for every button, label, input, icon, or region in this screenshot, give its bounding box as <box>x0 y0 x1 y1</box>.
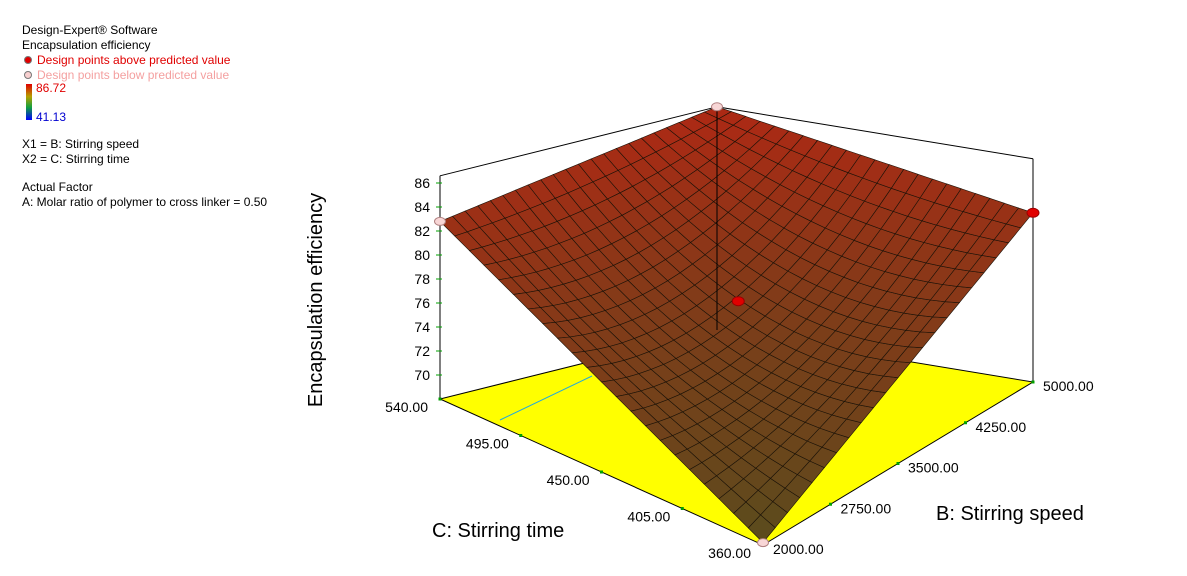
z-tick-label: 86 <box>414 175 430 191</box>
z-tick-label: 72 <box>414 343 430 359</box>
x-tick <box>1031 380 1035 384</box>
z-tick-label: 70 <box>414 367 430 383</box>
y-tick <box>600 470 603 474</box>
y-tick-label: 450.00 <box>547 472 590 488</box>
legend-above: Design points above predicted value <box>22 53 267 68</box>
z-tick-label: 78 <box>414 271 430 287</box>
below-point-icon <box>24 71 32 80</box>
x-tick-label: 3500.00 <box>908 460 959 476</box>
color-scale-bar <box>26 84 32 120</box>
legend-below: Design points below predicted value <box>22 68 267 83</box>
x-tick <box>896 462 900 465</box>
x-tick <box>964 421 967 425</box>
design-point-below <box>434 216 446 226</box>
z-tick-label: 80 <box>414 247 430 263</box>
y-axis-title: C: Stirring time <box>432 520 564 542</box>
y-tick-label: 360.00 <box>708 545 751 561</box>
floor-contour-line <box>499 375 593 421</box>
z-axis-title: Encapsulation efficiency <box>305 193 327 407</box>
x-tick-label: 5000.00 <box>1043 378 1094 394</box>
surface-patch <box>1005 207 1034 229</box>
y-tick-label: 405.00 <box>627 509 670 525</box>
z-tick-label: 84 <box>414 199 430 215</box>
factor-x1: X1 = B: Stirring speed <box>22 137 140 151</box>
box-edge <box>439 106 718 177</box>
actual-factor-title: Actual Factor <box>22 180 93 194</box>
factor-x2: X2 = C: Stirring time <box>22 152 130 166</box>
z-tick-label: 76 <box>414 295 430 311</box>
x-tick-label: 2000.00 <box>773 541 824 557</box>
y-tick-label: 540.00 <box>385 399 428 415</box>
color-scale-min: 41.13 <box>36 110 67 124</box>
box-edge <box>716 106 1034 160</box>
actual-factor-value: A: Molar ratio of polymer to cross linke… <box>22 195 268 209</box>
z-tick-label: 82 <box>414 223 430 239</box>
above-point-icon <box>24 56 32 65</box>
response-name: Encapsulation efficiency <box>22 38 151 52</box>
design-point-above <box>1026 207 1040 218</box>
x-axis-title: B: Stirring speed <box>936 503 1084 525</box>
y-tick <box>519 434 523 437</box>
design-point-below <box>757 538 769 548</box>
info-panel: Design-Expert® Software Encapsulation ef… <box>22 23 267 210</box>
y-tick-label: 495.00 <box>466 436 509 452</box>
software-name: Design-Expert® Software <box>22 23 158 37</box>
y-tick <box>680 507 684 510</box>
design-point-above <box>731 296 745 307</box>
x-tick <box>829 502 832 506</box>
x-tick-label: 2750.00 <box>841 500 892 516</box>
color-scale-max: 86.72 <box>36 81 67 95</box>
design-point-below <box>711 102 723 112</box>
z-tick-label: 74 <box>414 319 430 335</box>
color-scale: 86.72 41.13 <box>22 81 267 124</box>
x-tick-label: 4250.00 <box>976 419 1027 435</box>
y-tick <box>438 397 442 401</box>
